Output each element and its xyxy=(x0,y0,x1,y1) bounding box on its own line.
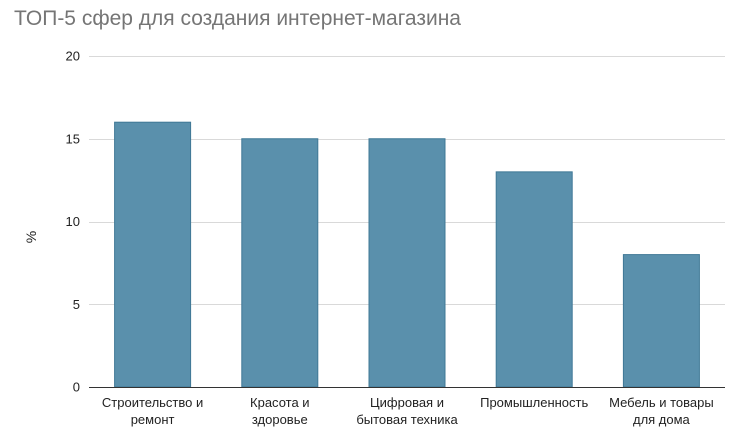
bar xyxy=(241,138,319,388)
bar xyxy=(495,171,573,388)
y-tick-label: 20 xyxy=(66,49,80,64)
y-axis-title: % xyxy=(23,231,39,243)
x-tick-label: Красота и здоровье xyxy=(250,395,310,427)
x-tick-label: Промышленность xyxy=(480,395,588,410)
bar xyxy=(622,254,700,388)
x-tick-label: Мебель и товары для дома xyxy=(609,395,714,427)
bars xyxy=(114,121,700,388)
x-tick-label: Строительство и ремонт xyxy=(102,395,203,427)
x-tick-label: Цифровая и бытовая техника xyxy=(356,395,458,427)
y-tick-label: 0 xyxy=(73,380,80,395)
bar xyxy=(368,138,446,388)
y-tick-label: 15 xyxy=(66,131,80,146)
y-tick-labels: 0 5 10 15 20 xyxy=(66,49,80,395)
chart-title: ТОП-5 сфер для создания интернет-магазин… xyxy=(14,7,461,30)
y-tick-label: 10 xyxy=(66,214,80,229)
bar xyxy=(114,121,192,388)
y-tick-label: 5 xyxy=(73,297,80,312)
x-tick-labels: Строительство и ремонт Красота и здоровье Ци… xyxy=(102,395,714,427)
